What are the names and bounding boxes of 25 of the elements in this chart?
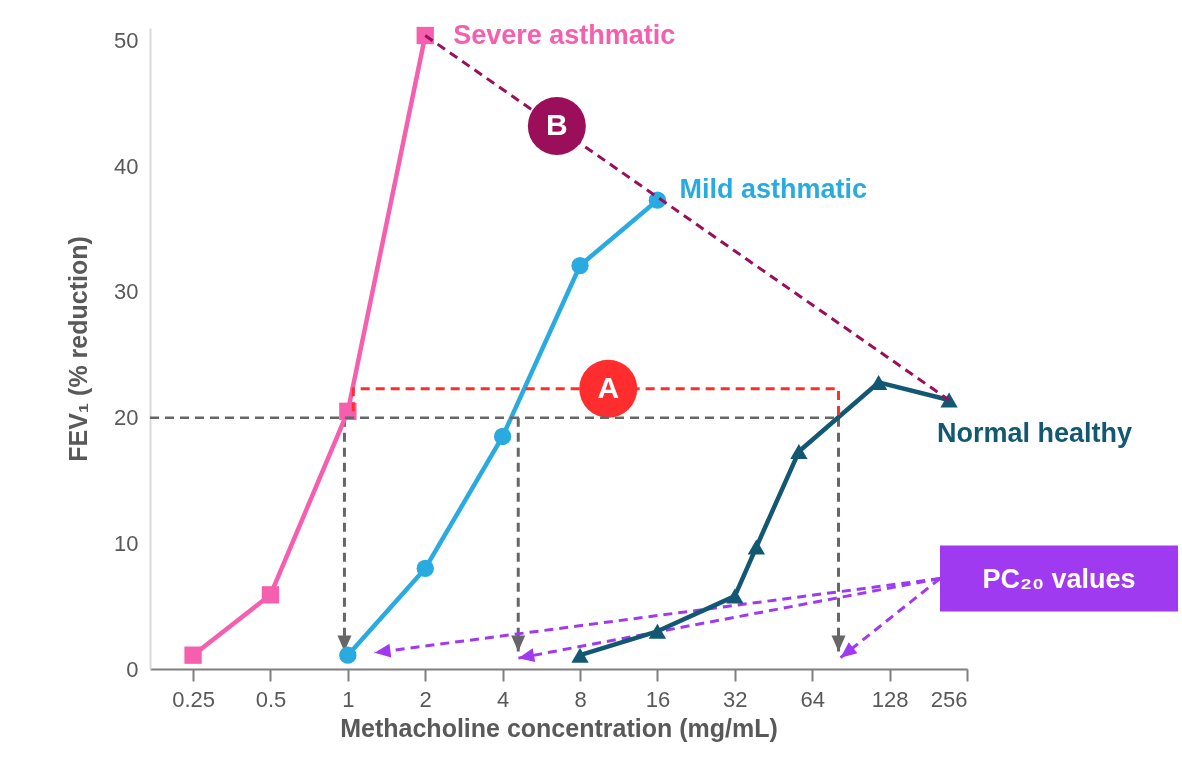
x-tick-label: 64 xyxy=(800,686,825,712)
text: PC₂₀ values xyxy=(982,563,1136,594)
x-tick-label: 2 xyxy=(419,686,432,712)
series-label: Normal healthy xyxy=(937,418,1133,449)
x-tick-label: 0.5 xyxy=(255,686,287,712)
y-tick-label: 10 xyxy=(114,530,139,556)
x-tick-label: 32 xyxy=(723,686,748,712)
x-tick-label: 128 xyxy=(871,686,909,712)
x-tick-label: 8 xyxy=(574,686,587,712)
series-label: Severe asthmatic xyxy=(453,19,676,50)
annotation: B xyxy=(546,108,568,142)
x-tick-label: 256 xyxy=(930,686,968,712)
y-axis-title: FEV₁ (% reduction) xyxy=(64,236,93,462)
x-axis-title: Methacholine concentration (mg/mL) xyxy=(340,713,778,742)
x-tick-label: 16 xyxy=(645,686,671,712)
annotation: A xyxy=(597,370,620,404)
y-tick-label: 40 xyxy=(114,153,139,179)
x-tick-label: 4 xyxy=(497,686,510,712)
x-tick-label: 1 xyxy=(342,686,355,712)
x-tick-label: 0.25 xyxy=(172,686,215,712)
y-tick-label: 30 xyxy=(114,279,139,305)
y-tick-label: 0 xyxy=(126,656,139,682)
series-label: Mild asthmatic xyxy=(679,174,867,205)
y-tick-label: 50 xyxy=(114,28,139,54)
y-tick-label: 20 xyxy=(114,405,139,431)
